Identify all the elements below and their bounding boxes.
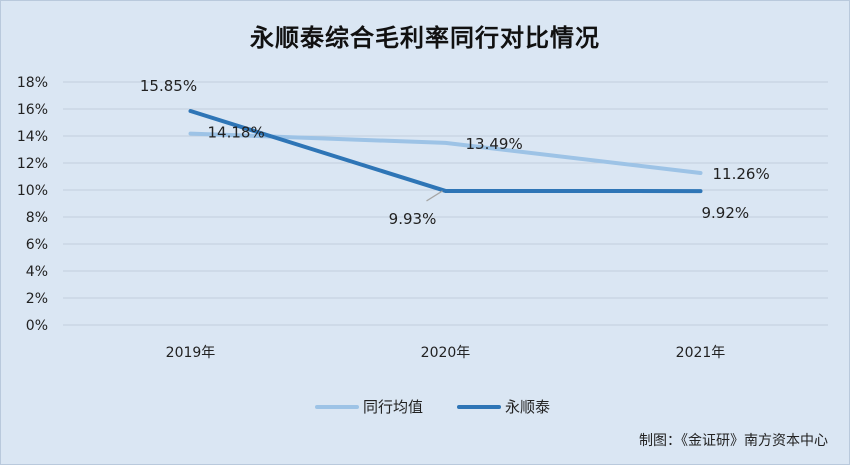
data-label: 14.18% [208, 124, 265, 142]
y-axis: 0% 2% 4% 6% 8% 10% 12% 14% 16% 18% [17, 75, 48, 334]
chart-title: 永顺泰综合毛利率同行对比情况 [250, 24, 600, 52]
series-line-1 [188, 131, 703, 175]
y-tick-label: 10% [17, 183, 48, 199]
y-tick-label: 0% [26, 318, 48, 334]
y-tick-label: 4% [26, 264, 48, 280]
legend-label: 同行均值 [363, 398, 423, 416]
legend: 同行均值 永顺泰 [315, 398, 550, 416]
y-tick-label: 2% [26, 291, 48, 307]
series-lines [188, 109, 703, 194]
x-axis: 2019年 2020年 2021年 [166, 345, 726, 361]
y-tick-label: 8% [26, 210, 48, 226]
y-tick-label: 14% [17, 129, 48, 145]
series-line-2 [188, 109, 703, 194]
data-label: 13.49% [466, 135, 523, 153]
source-note: 制图：《金证研》南方资本中心 [639, 433, 828, 449]
data-label: 9.93% [389, 210, 437, 228]
y-tick-label: 12% [17, 156, 48, 172]
y-tick-label: 6% [26, 237, 48, 253]
data-labels: 14.18% 13.49% 11.26% 15.85% 9.93% 9.92% [140, 77, 770, 228]
y-tick-label: 16% [17, 102, 48, 118]
x-tick-label: 2019年 [166, 345, 216, 361]
data-label: 15.85% [140, 77, 197, 95]
label-leader-line [426, 190, 443, 202]
x-tick-label: 2020年 [421, 345, 471, 361]
legend-label: 永顺泰 [505, 398, 550, 416]
y-tick-label: 18% [17, 75, 48, 91]
data-label: 11.26% [713, 165, 770, 183]
data-label: 9.92% [702, 204, 750, 222]
x-tick-label: 2021年 [676, 345, 726, 361]
